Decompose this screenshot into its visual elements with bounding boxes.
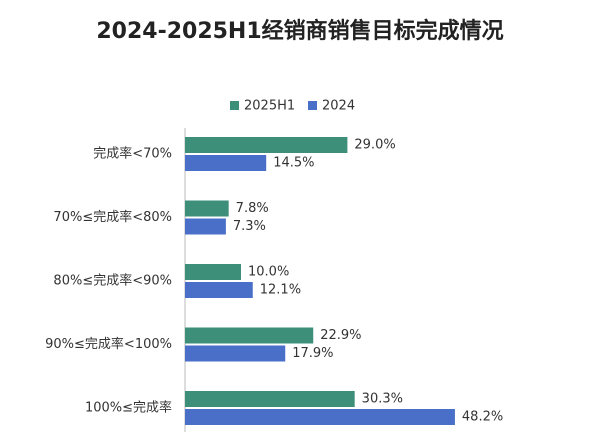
data-label: 10.0% [248, 265, 289, 280]
y-tick-label: 80%≤完成率<90% [53, 273, 172, 289]
bar [185, 200, 229, 217]
bar [185, 345, 286, 362]
data-label: 29.0% [354, 138, 395, 153]
data-label: 12.1% [260, 283, 301, 298]
bar [185, 155, 267, 171]
bar [185, 391, 355, 407]
bar [185, 264, 241, 280]
data-label: 14.5% [273, 156, 314, 171]
chart-title: 2024-2025H1经销商销售目标完成情况 [96, 18, 503, 44]
legend-swatch [230, 101, 239, 110]
data-label: 48.2% [462, 410, 503, 425]
bar [185, 137, 348, 153]
legend-label: 2025H1 [244, 99, 295, 114]
legend-label: 2024 [322, 99, 355, 114]
data-label: 30.3% [362, 392, 403, 407]
legend-swatch [308, 101, 317, 110]
bar [185, 218, 226, 235]
bar [185, 282, 253, 298]
y-tick-label: 完成率<70% [93, 146, 172, 162]
data-label: 7.8% [236, 201, 269, 216]
data-label: 7.3% [233, 219, 266, 234]
y-tick-label: 90%≤完成率<100% [45, 336, 172, 352]
data-label: 22.9% [320, 328, 361, 343]
y-tick-label: 70%≤完成率<80% [53, 209, 172, 225]
y-tick-label: 100%≤完成率 [85, 400, 172, 416]
bar [185, 409, 455, 425]
bar [185, 327, 314, 344]
data-label: 17.9% [292, 346, 333, 361]
